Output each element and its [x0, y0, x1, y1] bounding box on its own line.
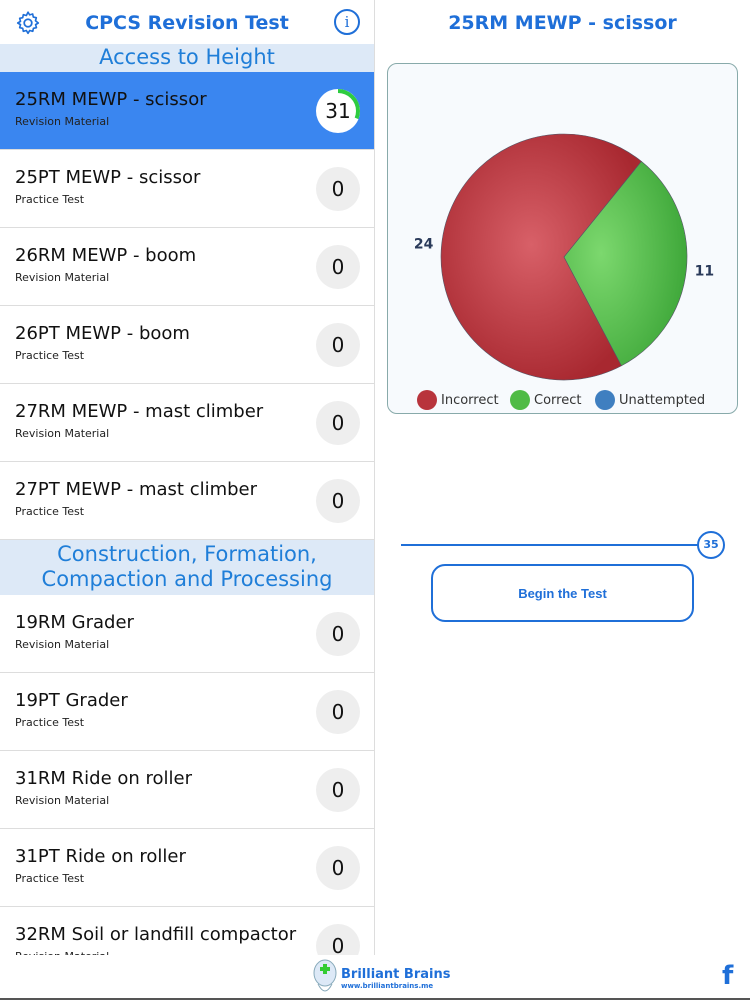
footer: Brilliant Brains www.brilliantbrains.me f — [0, 955, 750, 1000]
item-subtitle: Practice Test — [15, 505, 85, 518]
score-badge: 0 — [316, 323, 360, 367]
item-title: 26PT MEWP - boom — [15, 323, 190, 344]
brilliant-brains-logo[interactable]: Brilliant Brains www.brilliantbrains.me — [312, 958, 450, 998]
item-title: 27PT MEWP - mast climber — [15, 479, 258, 500]
brand-url: www.brilliantbrains.me — [341, 981, 434, 990]
score-count: 0 — [331, 411, 345, 435]
score-badge: 0 — [316, 612, 360, 656]
list-item[interactable]: 25PT MEWP - scissor Practice Test 0 — [0, 150, 374, 228]
section-title-line: Compaction and Processing — [41, 567, 333, 591]
chart-card: 24 11 Incorrect Correct Unattempted — [387, 63, 738, 414]
item-subtitle: Revision Material — [15, 427, 110, 440]
item-subtitle: Revision Material — [15, 638, 110, 651]
item-subtitle: Practice Test — [15, 349, 85, 362]
slider-knob[interactable]: 35 — [697, 531, 725, 559]
section-header: Access to Height — [0, 44, 374, 72]
item-title: 26RM MEWP - boom — [15, 245, 197, 266]
begin-test-button[interactable]: Begin the Test — [431, 564, 694, 622]
item-subtitle: Revision Material — [15, 271, 110, 284]
score-count: 0 — [331, 255, 345, 279]
item-title: 25RM MEWP - scissor — [15, 89, 207, 110]
app-title: CPCS Revision Test — [85, 12, 289, 34]
data-label: 11 — [695, 264, 714, 280]
list-item[interactable]: 26PT MEWP - boom Practice Test 0 — [0, 306, 374, 384]
item-title: 31PT Ride on roller — [15, 846, 186, 867]
pie-slice-incorrect — [440, 133, 642, 381]
score-count: 31 — [325, 99, 351, 123]
list-item[interactable]: 27PT MEWP - mast climber Practice Test 0 — [0, 462, 374, 540]
item-title: 25PT MEWP - scissor — [15, 167, 201, 188]
question-count-slider[interactable] — [401, 544, 699, 546]
score-badge: 0 — [316, 924, 360, 955]
list-item[interactable]: 31RM Ride on roller Revision Material 0 — [0, 751, 374, 829]
item-title: 32RM Soil or landfill compactor — [15, 924, 297, 945]
score-badge: 0 — [316, 768, 360, 812]
legend-label: Correct — [534, 392, 582, 408]
progress-ring — [316, 89, 360, 133]
item-title: 19RM Grader — [15, 612, 134, 633]
item-subtitle: Revision Material — [15, 794, 110, 807]
score-badge: 0 — [316, 479, 360, 523]
info-icon[interactable]: i — [334, 9, 360, 35]
score-badge: 31 — [316, 89, 360, 133]
section-title-line: Construction, Formation, — [57, 542, 317, 566]
score-count: 0 — [331, 177, 345, 201]
header: CPCS Revision Test i — [0, 0, 374, 44]
list-item[interactable]: 19RM Grader Revision Material 0 — [0, 595, 374, 673]
detail-title: 25RM MEWP - scissor — [448, 12, 677, 34]
list-item[interactable]: 32RM Soil or landfill compactor Revision … — [0, 907, 374, 955]
section-header: Construction, Formation, Compaction and … — [0, 540, 374, 595]
score-badge: 0 — [316, 846, 360, 890]
list-item[interactable]: 27RM MEWP - mast climber Revision Materia… — [0, 384, 374, 462]
item-title: 27RM MEWP - mast climber — [15, 401, 264, 422]
pie-chart: 24 11 — [414, 133, 714, 381]
list-item[interactable]: 19PT Grader Practice Test 0 — [0, 673, 374, 751]
item-subtitle: Practice Test — [15, 872, 85, 885]
score-count: 0 — [331, 700, 345, 724]
legend-incorrect: Incorrect — [417, 390, 499, 410]
item-subtitle: Practice Test — [15, 193, 85, 206]
legend-correct: Correct — [510, 390, 581, 410]
legend-swatch — [417, 390, 437, 410]
item-subtitle: Practice Test — [15, 716, 85, 729]
item-subtitle: Revision Material — [15, 115, 110, 128]
list-item[interactable]: 31PT Ride on roller Practice Test 0 — [0, 829, 374, 907]
list-item[interactable]: 25RM MEWP - scissor Revision Material 31 — [0, 72, 374, 150]
brain-head-icon — [313, 959, 337, 992]
brand-name: Brilliant Brains — [341, 966, 451, 982]
item-title: 19PT Grader — [15, 690, 128, 711]
score-count: 0 — [331, 489, 345, 513]
item-title: 31RM Ride on roller — [15, 768, 193, 789]
item-subtitle: Revision Material — [15, 950, 109, 955]
list-item[interactable]: 26RM MEWP - boom Revision Material 0 — [0, 228, 374, 306]
score-count: 0 — [331, 856, 345, 880]
score-badge: 0 — [316, 401, 360, 445]
legend-swatch — [510, 390, 530, 410]
score-count: 0 — [331, 333, 345, 357]
data-label: 24 — [414, 236, 434, 252]
score-count: 0 — [331, 934, 345, 955]
score-count: 0 — [331, 622, 345, 646]
score-badge: 0 — [316, 167, 360, 211]
topic-list-panel: CPCS Revision Test i Access to Height 25… — [0, 0, 375, 955]
gear-icon[interactable] — [15, 10, 41, 36]
legend-unattempted: Unattempted — [595, 390, 705, 410]
facebook-icon[interactable]: f — [722, 961, 734, 991]
pie-slice-correct — [563, 160, 688, 367]
legend-swatch — [595, 390, 615, 410]
score-badge: 0 — [316, 245, 360, 289]
legend-label: Incorrect — [441, 392, 499, 408]
score-count: 0 — [331, 778, 345, 802]
score-badge: 0 — [316, 690, 360, 734]
legend-label: Unattempted — [619, 392, 706, 408]
